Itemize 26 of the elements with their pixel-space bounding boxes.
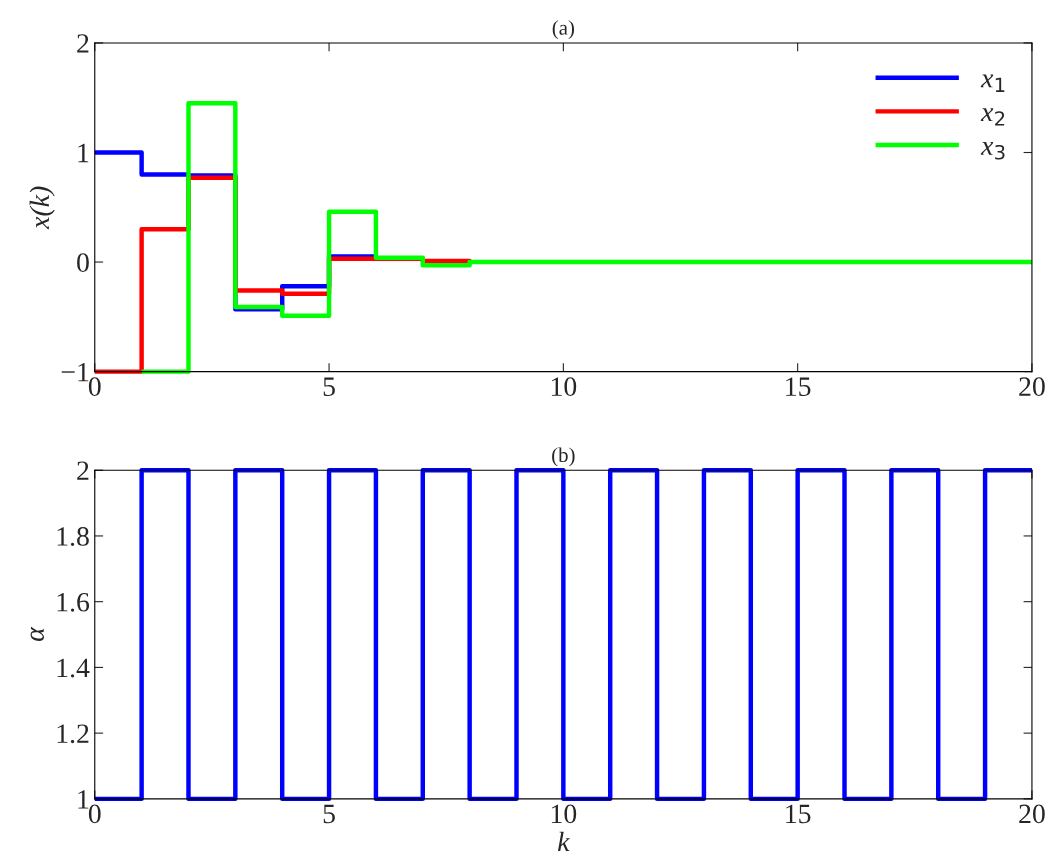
y-tick-label: 2	[77, 461, 89, 480]
x-tick-label: 5	[323, 377, 335, 397]
x-tick-label: 10	[551, 804, 577, 824]
y-axis-title: α	[30, 626, 44, 641]
chart-title: (b)	[552, 447, 575, 467]
x-tick-label: 20	[1019, 377, 1045, 397]
y-tick-label: 1.6	[57, 592, 90, 612]
chart-title: (a)	[552, 20, 574, 40]
y-tick-label: 1.4	[57, 658, 90, 678]
x-tick-label: 20	[1019, 804, 1045, 824]
x-tick-label: 15	[786, 804, 811, 824]
legend-label: x$_{1}$	[980, 74, 1005, 92]
y-tick-label: 1.8	[57, 527, 89, 546]
y-tick-label: 1	[78, 790, 89, 809]
y-tick-label: 1	[78, 143, 89, 163]
legend-label: x$_{3}$	[980, 142, 1005, 160]
x-axis-title: k	[557, 831, 570, 851]
y-tick-label: 1.2	[57, 724, 89, 744]
legend-label: x$_{2}$	[980, 108, 1005, 126]
x-tick-label: 10	[551, 377, 577, 397]
y-axis-title: x(k)	[29, 186, 55, 230]
y-tick-label: −1	[61, 362, 89, 382]
y-tick-label: 0	[77, 253, 89, 272]
x-tick-label: 15	[786, 377, 811, 397]
y-tick-label: 2	[77, 34, 89, 53]
x-tick-label: 5	[323, 804, 335, 824]
